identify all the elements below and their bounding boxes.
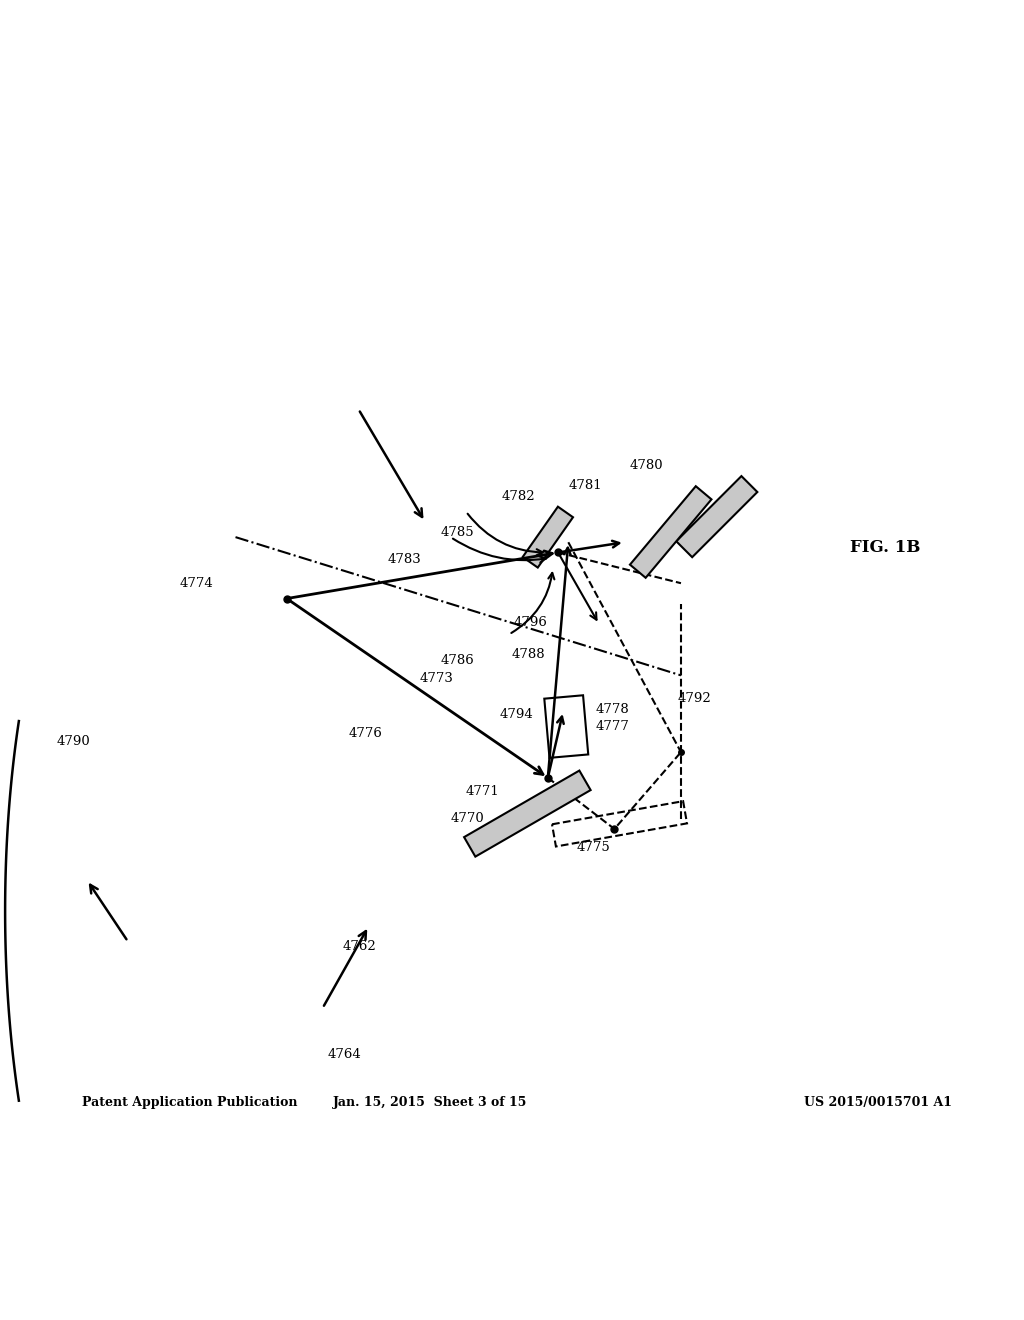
Text: 4775: 4775 — [577, 841, 610, 854]
Text: 4770: 4770 — [451, 812, 484, 825]
Text: 4762: 4762 — [343, 940, 377, 953]
Text: 4782: 4782 — [502, 490, 536, 503]
Text: Jan. 15, 2015  Sheet 3 of 15: Jan. 15, 2015 Sheet 3 of 15 — [333, 1096, 527, 1109]
Text: 4796: 4796 — [514, 615, 548, 628]
Text: 4780: 4780 — [630, 459, 664, 473]
Text: 4774: 4774 — [179, 577, 213, 590]
Polygon shape — [630, 486, 712, 578]
Text: 4777: 4777 — [596, 721, 630, 733]
Text: 4788: 4788 — [512, 648, 546, 661]
Polygon shape — [464, 771, 591, 857]
Text: US 2015/0015701 A1: US 2015/0015701 A1 — [804, 1096, 952, 1109]
Text: 4785: 4785 — [440, 525, 474, 539]
Text: 4771: 4771 — [466, 784, 500, 797]
Text: 4773: 4773 — [420, 672, 454, 685]
Text: 4786: 4786 — [440, 653, 474, 667]
Text: 4781: 4781 — [568, 479, 602, 492]
Text: 4776: 4776 — [348, 727, 382, 741]
Text: 4792: 4792 — [678, 693, 712, 705]
Text: 4794: 4794 — [500, 708, 534, 721]
Polygon shape — [676, 477, 758, 557]
Text: 4764: 4764 — [328, 1048, 361, 1061]
Text: FIG. 1B: FIG. 1B — [850, 539, 921, 556]
Text: 4790: 4790 — [56, 735, 90, 748]
Text: Patent Application Publication: Patent Application Publication — [82, 1096, 297, 1109]
Text: 4783: 4783 — [387, 553, 421, 566]
Polygon shape — [522, 507, 573, 568]
Text: 4778: 4778 — [596, 702, 630, 715]
